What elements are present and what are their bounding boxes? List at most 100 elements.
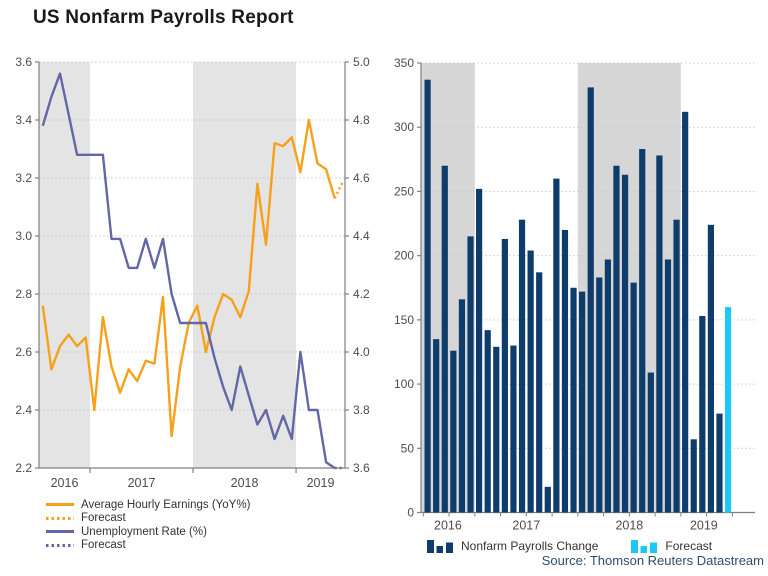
nfp-bar [450, 350, 457, 513]
legend-label: Forecast [81, 539, 126, 552]
legend-bar-glyph [640, 546, 648, 553]
y-left-tick-label: 2.4 [15, 403, 32, 417]
x-year-label: 2016 [434, 519, 462, 533]
legend-label: Unemployment Rate (%) [81, 525, 207, 538]
y-tick-label: 100 [394, 377, 414, 391]
nfp-bar [561, 229, 569, 513]
right-chart-payrolls-bars: 350 300 250 200 150 100 50 0 2016 2017 2018 2019 [394, 56, 755, 533]
legend-item-bar-forecast: Forecast [631, 539, 712, 553]
legend-bar-glyph [650, 542, 658, 553]
unemployment-line-swatch-icon [46, 530, 74, 534]
nfp-bar [518, 219, 526, 513]
legend-label: Nonfarm Payrolls Change [461, 539, 599, 553]
y-left-tick-label: 3.4 [15, 113, 32, 127]
nfp-bar [673, 219, 680, 513]
nfp-bar [613, 165, 620, 513]
y-left-tick-label: 2.6 [15, 345, 32, 359]
nfp-bar [647, 372, 654, 513]
x-year-label: 2017 [128, 476, 156, 490]
legend-bar-glyph [427, 540, 434, 553]
legend-item-earnings: Average Hourly Earnings (YoY%) [46, 498, 250, 512]
page-title: US Nonfarm Payrolls Report [33, 7, 294, 28]
earnings-forecast-line [333, 180, 345, 199]
y-right-tick-label: 4.0 [353, 345, 370, 359]
nfp-bar [656, 155, 663, 513]
y-tick-label: 250 [394, 184, 414, 198]
legend-bar-glyph [631, 540, 639, 553]
y-right-tick-label: 4.8 [353, 113, 370, 127]
y-right-tick-label: 4.4 [353, 229, 370, 243]
nfp-bar [527, 250, 534, 513]
x-year-label: 2017 [512, 519, 540, 533]
right-chart-legend: Nonfarm Payrolls Change Forecast [427, 539, 712, 553]
legend-item-payrolls: Nonfarm Payrolls Change [427, 539, 598, 553]
nfp-bar [579, 291, 586, 513]
nfp-bar [476, 188, 483, 513]
legend-item-earnings-forecast: Forecast [46, 512, 250, 526]
y-left-tick-label: 2.8 [15, 287, 32, 301]
nfp-bar [484, 330, 491, 513]
year-shading-band [193, 62, 297, 468]
nfp-bar [510, 345, 517, 513]
left-chart-legend: Average Hourly Earnings (YoY%) Forecast … [46, 498, 250, 552]
nfp-bar [441, 165, 448, 513]
x-year-label: 2016 [51, 476, 79, 490]
unemployment-line [41, 72, 336, 469]
left-chart-earnings-unemployment: 3.6 3.4 3.2 3.0 2.8 2.6 2.4 2.2 5.0 4.8 4.6 4.4 4.2 4… [15, 55, 370, 490]
nfp-bar [553, 178, 560, 513]
nfp-bar [501, 238, 508, 513]
y-left-tick-label: 2.2 [15, 461, 32, 475]
nfp-bar [707, 224, 715, 513]
nfp-bar [433, 339, 440, 513]
nfp-bar [536, 272, 543, 513]
nfp-bar [682, 111, 689, 513]
y-tick-label: 0 [407, 506, 414, 520]
nfp-bar [690, 439, 697, 513]
x-year-label: 2018 [615, 519, 643, 533]
nfp-bar [716, 413, 723, 513]
year-shading-band [39, 62, 91, 468]
nfp-bar [699, 316, 706, 513]
payrolls-bars-swatch-icon [427, 540, 453, 553]
legend-bar-glyph [446, 542, 453, 553]
y-tick-label: 50 [401, 441, 415, 455]
nfp-bar [570, 287, 577, 513]
year-shading-band [577, 63, 681, 513]
y-tick-label: 300 [394, 120, 414, 134]
nfp-bar [596, 277, 603, 513]
legend-item-unemployment-forecast: Forecast [46, 539, 250, 553]
legend-label: Average Hourly Earnings (YoY%) [81, 498, 251, 511]
y-right-tick-label: 3.8 [353, 403, 370, 417]
legend-item-unemployment: Unemployment Rate (%) [46, 525, 250, 539]
y-tick-label: 350 [394, 56, 414, 70]
nfp-bar [458, 299, 466, 513]
x-year-label: 2019 [690, 519, 718, 533]
nfp-bar [493, 346, 500, 513]
nfp-bar [544, 486, 551, 513]
y-left-tick-label: 3.6 [15, 55, 32, 69]
nfp-bar [621, 174, 629, 513]
nfp-bar [587, 87, 594, 513]
legend-bar-glyph [436, 546, 443, 553]
source-attribution: Source: Thomson Reuters Datastream [541, 553, 764, 568]
x-year-label: 2019 [307, 476, 335, 490]
nfp-bar [604, 259, 611, 513]
y-left-tick-label: 3.2 [15, 171, 32, 185]
y-tick-label: 200 [394, 249, 414, 263]
legend-label: Forecast [665, 539, 713, 553]
nfp-bar [630, 282, 637, 513]
y-right-tick-label: 4.2 [353, 287, 370, 301]
y-right-tick-label: 3.6 [353, 461, 370, 475]
y-right-tick-label: 5.0 [353, 55, 370, 69]
forecast-bar [724, 307, 732, 513]
legend-label: Forecast [81, 512, 126, 525]
y-right-tick-label: 4.6 [353, 171, 370, 185]
nfp-bar [664, 259, 672, 513]
nfp-bar [467, 236, 474, 513]
earnings-forecast-dotted-swatch-icon [46, 516, 74, 520]
nfp-bar [424, 79, 431, 513]
y-left-tick-label: 3.0 [15, 229, 32, 243]
forecast-bars-swatch-icon [631, 540, 658, 553]
